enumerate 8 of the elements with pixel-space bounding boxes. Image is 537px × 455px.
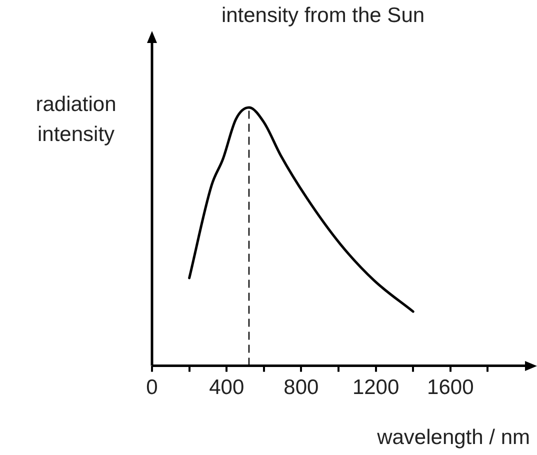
- x-tick-label: 1200: [352, 376, 400, 400]
- x-axis-title: wavelength / nm: [376, 426, 530, 449]
- x-tick-label: 400: [209, 376, 244, 400]
- y-axis-title: radiation intensity: [36, 92, 116, 146]
- chart-title: intensity from the Sun: [221, 4, 425, 27]
- x-tick-label: 1600: [427, 376, 474, 400]
- x-tick-label: 0: [146, 376, 158, 400]
- x-tick-label: 800: [284, 376, 319, 400]
